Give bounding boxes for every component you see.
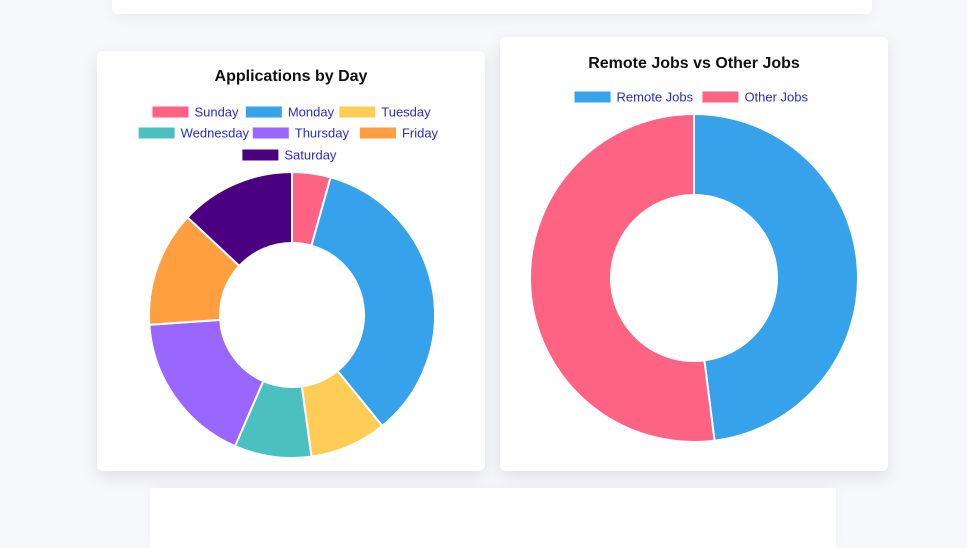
slice-saturday[interactable] (186, 170, 293, 268)
applications-by-day-card: Applications by Day Sunday Monday Tuesday W… (97, 51, 485, 471)
legend-item-sunday[interactable]: Sunday (152, 105, 239, 120)
legend-swatch-other-jobs (702, 91, 739, 103)
legend-swatch-saturday (242, 149, 279, 161)
top-panel (112, 0, 872, 14)
legend-label-friday: Friday (402, 126, 439, 141)
legend-swatch-thursday (252, 127, 289, 139)
slice-remote-jobs[interactable] (693, 112, 859, 442)
legend-item-saturday[interactable]: Saturday (242, 148, 337, 163)
legend-item-other-jobs[interactable]: Other Jobs (702, 90, 809, 105)
legend-item-remote-jobs[interactable]: Remote Jobs (574, 90, 694, 105)
legend-swatch-remote-jobs (574, 91, 611, 103)
slice-monday[interactable] (310, 176, 436, 428)
legend-swatch-wednesday (138, 127, 175, 139)
legend-swatch-sunday (152, 106, 189, 118)
legend-swatch-tuesday (339, 106, 376, 118)
slice-other-jobs[interactable] (529, 112, 716, 443)
bottom-panel (150, 488, 836, 548)
legend-label-sunday: Sunday (194, 105, 239, 120)
legend-label-monday: Monday (288, 105, 335, 120)
legend-item-thursday[interactable]: Thursday (252, 126, 350, 141)
legend-item-friday[interactable]: Friday (359, 126, 439, 141)
remote-jobs-card: Remote Jobs vs Other Jobs Remote Jobs Oth… (500, 37, 888, 471)
legend-item-wednesday[interactable]: Wednesday (138, 126, 250, 141)
legend-label-tuesday: Tuesday (381, 105, 431, 120)
legend-swatch-monday (245, 106, 282, 118)
legend-label-other-jobs: Other Jobs (744, 90, 808, 105)
legend-item-monday[interactable]: Monday (245, 105, 335, 120)
legend-label-thursday: Thursday (295, 126, 350, 141)
legend-label-saturday: Saturday (284, 148, 337, 163)
applications-by-day-chart: Sunday Monday Tuesday Wednesday Thursday Frid… (138, 105, 439, 459)
remote-jobs-chart: Remote Jobs Other Jobs (529, 90, 859, 443)
legend-item-tuesday[interactable]: Tuesday (339, 105, 431, 120)
legend-label-wednesday: Wednesday (181, 126, 250, 141)
legend-label-remote-jobs: Remote Jobs (617, 90, 694, 105)
legend-swatch-friday (359, 127, 396, 139)
chart-title-applications-by-day: Applications by Day (214, 68, 368, 85)
chart-title-remote-jobs: Remote Jobs vs Other Jobs (588, 55, 800, 72)
